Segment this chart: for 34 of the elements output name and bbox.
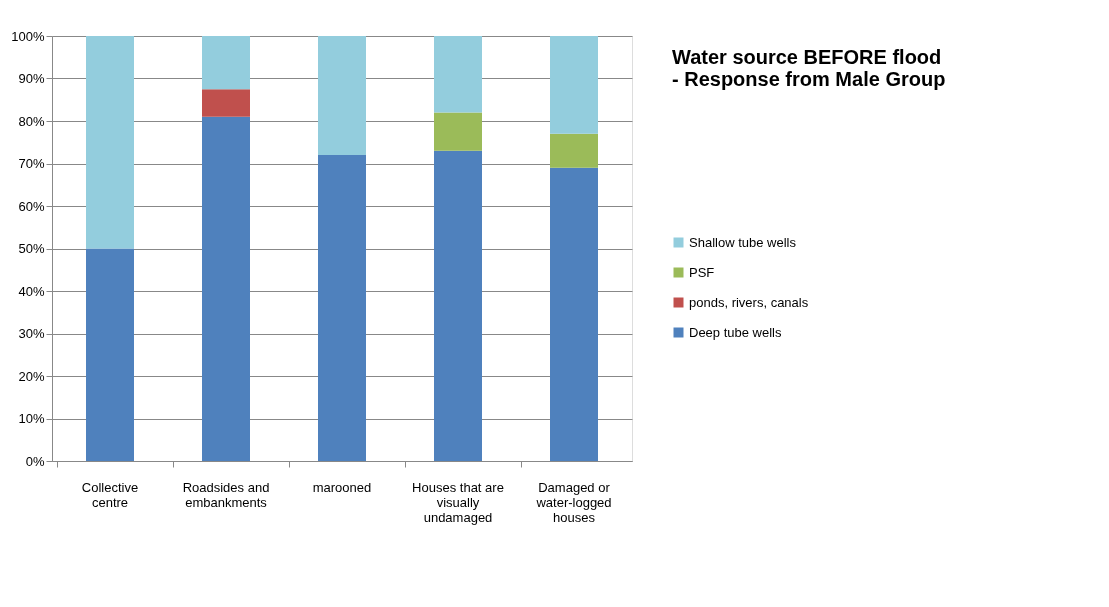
y-tick-label: 70% xyxy=(18,156,45,171)
y-tick-label: 50% xyxy=(18,241,45,256)
bar xyxy=(550,133,598,168)
x-tick-label: Roadsides and embankments xyxy=(182,479,270,510)
bar xyxy=(550,167,598,461)
y-tick-label: 40% xyxy=(18,283,45,299)
legend-label: PSF xyxy=(689,264,715,280)
y-tick-label: 60% xyxy=(18,198,45,214)
bar xyxy=(318,36,366,155)
x-tick-label: Collective centre xyxy=(81,479,139,510)
y-tick-label: 20% xyxy=(18,368,45,384)
bar xyxy=(434,36,482,113)
text: Water source BEFORE flood - Response from Male Group xyxy=(672,46,946,90)
y-tick-label: 30% xyxy=(18,326,45,341)
y-tick-label: 10% xyxy=(18,411,45,426)
bar xyxy=(550,36,598,134)
x-tick-label: marooned xyxy=(312,479,372,495)
x-tick-label: Damaged or water-logged houses xyxy=(535,479,612,525)
bar xyxy=(434,150,482,461)
bar xyxy=(202,116,250,461)
bar xyxy=(318,155,366,461)
legend-label: Deep tube wells xyxy=(689,324,782,340)
y-tick-label: 80% xyxy=(18,113,45,129)
bar xyxy=(202,36,250,90)
legend-label: Shallow tube wells xyxy=(689,234,797,250)
y-tick-label: 0% xyxy=(25,453,45,469)
y-tick-label: 100% xyxy=(11,28,45,44)
y-tick-label: 90% xyxy=(18,71,45,86)
x-tick-label: Houses that are visually undamaged xyxy=(412,479,504,525)
legend-label: ponds, rivers, canals xyxy=(689,294,809,310)
bar xyxy=(86,36,134,249)
bar xyxy=(86,248,134,461)
bar xyxy=(434,112,482,151)
bar xyxy=(202,89,250,117)
